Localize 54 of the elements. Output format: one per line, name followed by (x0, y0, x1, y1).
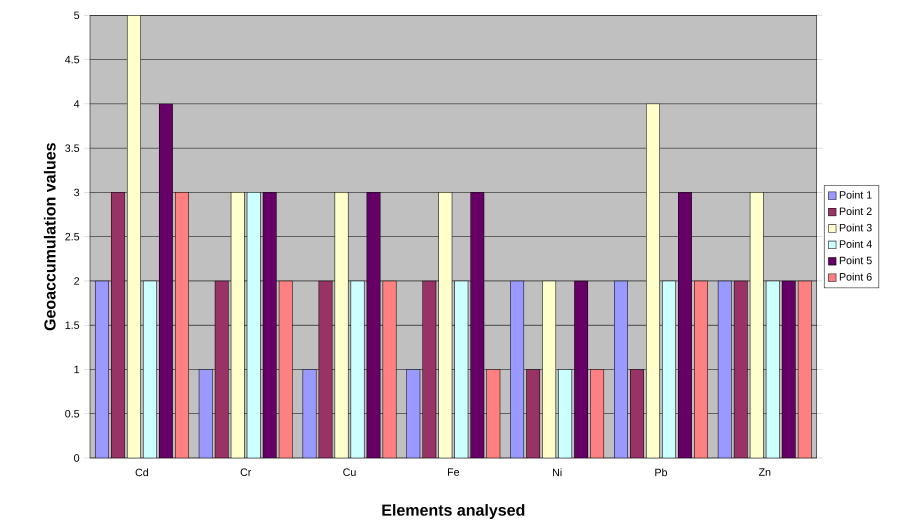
y-tick-label: 1 (74, 366, 80, 374)
bar (318, 280, 332, 458)
y-tick-label: 1.5 (66, 321, 80, 329)
bar (526, 369, 540, 458)
bar (406, 369, 420, 458)
bar (750, 192, 764, 458)
bar (646, 104, 660, 458)
y-tick-label: 2 (74, 277, 80, 285)
legend-label: Point 4 (840, 240, 872, 248)
x-tick-label: Pb (655, 468, 668, 476)
bar (142, 280, 157, 458)
legend-label: Point 2 (840, 207, 872, 216)
x-tick-label: Fe (448, 468, 460, 476)
bar (422, 280, 436, 458)
bar (630, 369, 644, 458)
bar (94, 280, 109, 458)
bar (542, 280, 556, 458)
x-axis-title: Elements analysed (382, 504, 524, 519)
bar (198, 369, 213, 458)
bar (614, 280, 628, 458)
bar (766, 280, 780, 458)
y-axis-title: Geoaccumulation values (44, 143, 56, 330)
y-tick-label: 4.5 (65, 56, 80, 64)
x-tick-label: Cr (240, 468, 252, 476)
y-tick-label: 4 (74, 100, 80, 108)
legend-label: Point 3 (840, 224, 872, 232)
y-tick-label: 0 (74, 454, 80, 462)
y-tick-label: 2.5 (65, 232, 80, 240)
bar (334, 192, 348, 458)
bar (214, 280, 229, 458)
y-tick-label: 3.5 (65, 144, 80, 152)
bar (558, 369, 572, 458)
bar (454, 280, 468, 458)
bar (110, 192, 125, 458)
bar (734, 280, 748, 458)
bar (230, 192, 245, 458)
bar (350, 280, 364, 458)
bar (302, 369, 316, 458)
x-tick-label: Zn (758, 468, 770, 476)
x-tick-label: Ni (552, 468, 562, 476)
bar (438, 192, 452, 458)
legend-label: Point 6 (840, 272, 872, 281)
bar (246, 192, 261, 458)
bar (126, 15, 141, 458)
bar (662, 280, 676, 458)
legend-label: Point 1 (840, 190, 872, 199)
y-tick-label: 5 (74, 12, 80, 20)
bar (718, 280, 732, 458)
legend-label: Point 5 (840, 256, 872, 264)
x-tick-label: Cd (136, 468, 148, 476)
y-tick-label: 3 (74, 188, 80, 196)
x-tick-label: Cu (343, 468, 356, 476)
bar (510, 280, 524, 458)
y-tick-label: 0.5 (65, 410, 80, 418)
